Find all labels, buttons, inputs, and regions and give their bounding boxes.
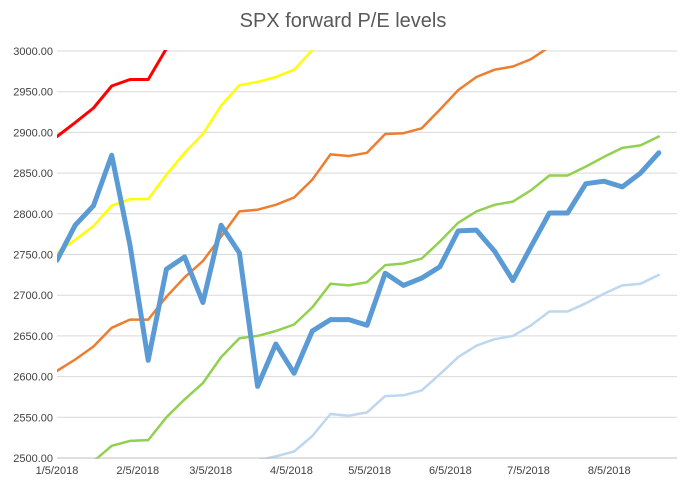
y-tick-label: 2700.00: [13, 290, 53, 302]
series-lines: [57, 50, 662, 459]
y-tick-label: 2900.00: [13, 127, 53, 139]
y-tick-label: 3000.00: [13, 46, 53, 58]
chart-title: SPX forward P/E levels: [240, 10, 447, 32]
x-tick-label: 3/5/2018: [189, 465, 232, 477]
x-tick-label: 7/5/2018: [507, 465, 550, 477]
x-axis-tick-labels: 1/5/2018 2/5/2018 3/5/2018 4/5/2018 5/5/2018…: [36, 465, 631, 477]
series-line-2: [57, 50, 315, 255]
y-tick-label: 2750.00: [13, 250, 53, 262]
y-tick-label: 2650.00: [13, 331, 53, 343]
y-tick-label: 2950.00: [13, 87, 53, 99]
x-tick-label: 5/5/2018: [348, 465, 391, 477]
series-line-6: [57, 150, 662, 389]
y-tick-label: 2500.00: [13, 453, 53, 465]
y-tick-label: 2800.00: [13, 209, 53, 221]
x-tick-label: 4/5/2018: [270, 465, 313, 477]
x-tick-label: 2/5/2018: [116, 465, 159, 477]
gridlines: [57, 50, 677, 459]
x-tick-label: 8/5/2018: [588, 465, 631, 477]
x-tick-label: 1/5/2018: [36, 465, 79, 477]
y-tick-label: 2850.00: [13, 168, 53, 180]
y-axis-tick-labels: 2500.00 2550.00 2600.00 2650.00 2700.00 2750.…: [13, 46, 53, 465]
y-tick-label: 2600.00: [13, 372, 53, 384]
series-line-4: [94, 135, 661, 459]
series-line-1: [57, 50, 168, 138]
y-tick-label: 2550.00: [13, 412, 53, 424]
series-line-5: [258, 273, 661, 459]
x-tick-label: 6/5/2018: [429, 465, 472, 477]
